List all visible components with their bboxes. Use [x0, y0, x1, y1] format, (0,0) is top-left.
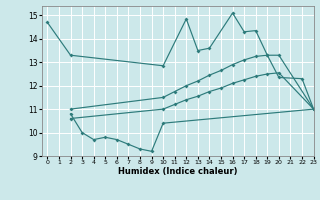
- X-axis label: Humidex (Indice chaleur): Humidex (Indice chaleur): [118, 167, 237, 176]
